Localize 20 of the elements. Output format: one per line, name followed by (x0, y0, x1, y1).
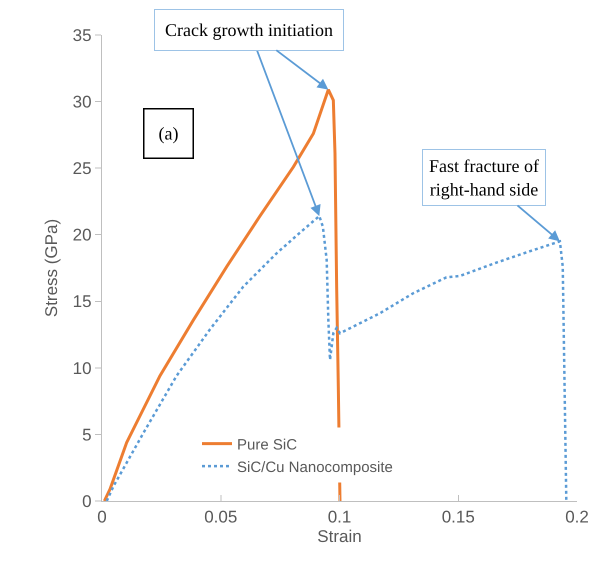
x-axis-title: Strain (317, 526, 362, 546)
y-axis-title: Stress (GPa) (42, 218, 62, 318)
y-tick-label: 30 (72, 92, 92, 112)
x-tick-label: 0.1 (328, 507, 352, 526)
x-tick-label: 0 (97, 507, 107, 526)
x-tick-label: 0.2 (565, 507, 589, 526)
y-tick-label: 15 (72, 292, 92, 312)
x-tick-label: 0.05 (204, 507, 238, 526)
legend-label: SiC/Cu Nanocomposite (237, 458, 393, 476)
y-tick-label: 10 (72, 358, 92, 378)
annotation: Crack growth initiation (165, 20, 333, 40)
y-tick-label: 25 (72, 159, 92, 178)
y-tick-label: 5 (82, 425, 92, 444)
y-tick-label: 0 (82, 492, 92, 511)
y-tick-label: 35 (72, 26, 92, 45)
annotation: (a) (158, 124, 178, 144)
x-tick-label: 0.15 (442, 507, 475, 526)
annotation: Fast fracture of right-hand side (429, 156, 539, 200)
y-tick-label: 20 (72, 226, 92, 245)
legend-label: Pure SiC (237, 436, 298, 454)
